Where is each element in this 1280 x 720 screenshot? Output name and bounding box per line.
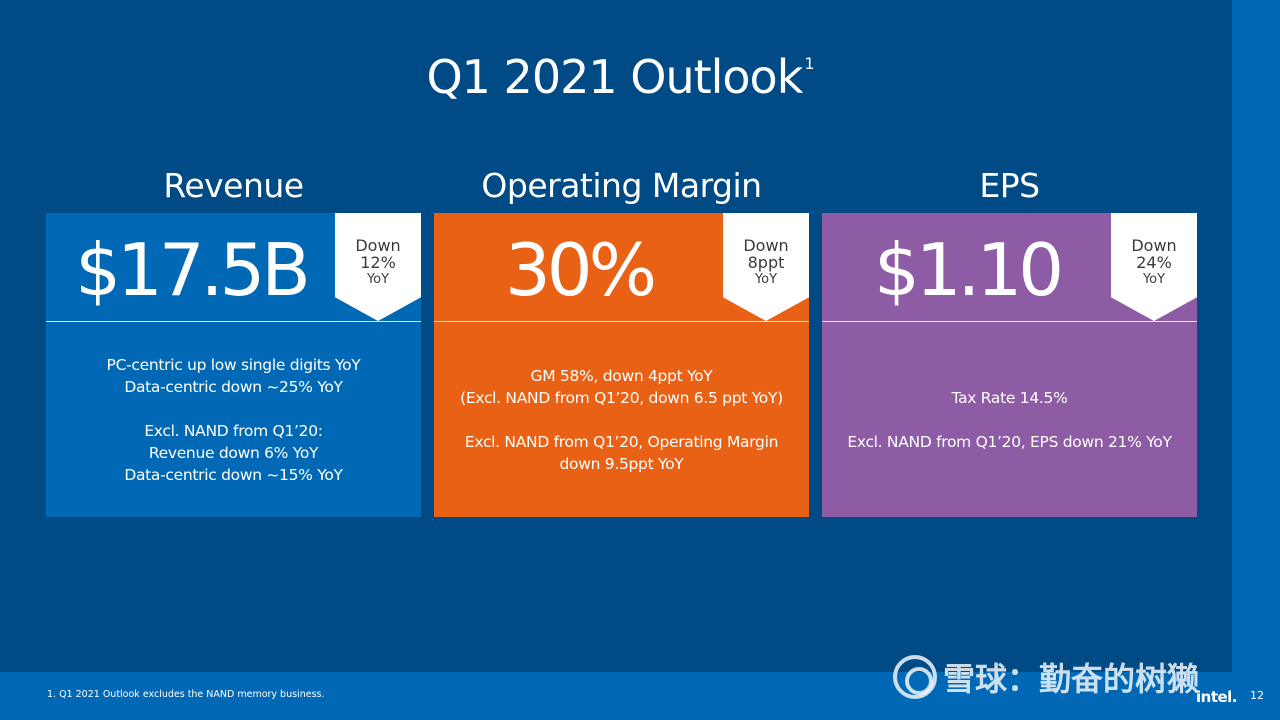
- revenue-body-line: PC-centric up low single digits YoY: [106, 355, 361, 374]
- eps-change-amount: 24%: [1136, 253, 1172, 272]
- footnote: 1. Q1 2021 Outlook excludes the NAND mem…: [47, 689, 325, 700]
- operating-margin-divider: [434, 321, 809, 322]
- watermark-text: 雪球：勤奋的树獭: [943, 660, 1200, 698]
- operating-margin-heading: Operating Margin: [481, 166, 762, 205]
- revenue-change-word: Down: [355, 236, 401, 255]
- eps-card-top: $1.10 Down 24% YoY: [822, 213, 1197, 321]
- revenue-card: $17.5B Down 12% YoY PC-centric up low si…: [46, 213, 421, 517]
- revenue-change-period: YoY: [366, 272, 390, 287]
- operating-margin-card: 30% Down 8ppt YoY GM 58%, down 4ppt YoY …: [434, 213, 809, 517]
- slide-title: Q1 2021 Outlook 1: [0, 50, 1240, 104]
- snowball-logo-icon: [893, 655, 937, 699]
- revenue-body-line: Data-centric down ~25% YoY: [124, 377, 343, 396]
- revenue-body: PC-centric up low single digits YoY Data…: [46, 322, 421, 517]
- eps-change-period: YoY: [1142, 272, 1166, 287]
- operating-margin-card-top: 30% Down 8ppt YoY: [434, 213, 809, 321]
- watermark: 雪球：勤奋的树獭: [893, 654, 1199, 700]
- intel-logo: intel.: [1196, 688, 1238, 706]
- slide-title-text: Q1 2021 Outlook: [426, 50, 803, 104]
- eps-heading: EPS: [979, 166, 1040, 205]
- eps-value: $1.10: [873, 228, 1064, 312]
- right-accent-strip: [1232, 0, 1280, 720]
- eps-divider: [822, 321, 1197, 322]
- operating-margin-body-line: (Excl. NAND from Q1’20, down 6.5 ppt YoY…: [460, 388, 783, 407]
- operating-margin-body-line: down 9.5ppt YoY: [559, 454, 684, 473]
- operating-margin-body: GM 58%, down 4ppt YoY (Excl. NAND from Q…: [434, 322, 809, 517]
- operating-margin-value: 30%: [504, 228, 657, 312]
- revenue-body-line: Data-centric down ~15% YoY: [124, 465, 343, 484]
- eps-body: Tax Rate 14.5% Excl. NAND from Q1’20, EP…: [822, 322, 1197, 517]
- revenue-value: $17.5B: [75, 228, 311, 312]
- title-footnote-marker: 1: [804, 54, 814, 73]
- eps-card: $1.10 Down 24% YoY Tax Rate 14.5% Excl. …: [822, 213, 1197, 517]
- revenue-change-tag: Down 12% YoY: [335, 213, 421, 321]
- page-number: 12: [1250, 689, 1264, 702]
- footer-bar: [0, 672, 1232, 720]
- revenue-change-amount: 12%: [360, 253, 396, 272]
- eps-change-tag: Down 24% YoY: [1111, 213, 1197, 321]
- revenue-heading: Revenue: [163, 166, 304, 205]
- eps-body-line: Tax Rate 14.5%: [951, 388, 1068, 407]
- revenue-body-line: Revenue down 6% YoY: [148, 443, 319, 462]
- operating-margin-body-line: Excl. NAND from Q1’20, Operating Margin: [464, 432, 779, 451]
- eps-change-word: Down: [1131, 236, 1177, 255]
- eps-body-line: Excl. NAND from Q1’20, EPS down 21% YoY: [847, 432, 1172, 451]
- revenue-card-top: $17.5B Down 12% YoY: [46, 213, 421, 321]
- operating-margin-change-tag: Down 8ppt YoY: [723, 213, 809, 321]
- revenue-body-line: Excl. NAND from Q1’20:: [144, 421, 323, 440]
- operating-margin-change-period: YoY: [754, 272, 778, 287]
- operating-margin-change-amount: 8ppt: [747, 253, 785, 272]
- operating-margin-body-line: GM 58%, down 4ppt YoY: [530, 366, 713, 385]
- revenue-divider: [46, 321, 421, 322]
- operating-margin-change-word: Down: [743, 236, 789, 255]
